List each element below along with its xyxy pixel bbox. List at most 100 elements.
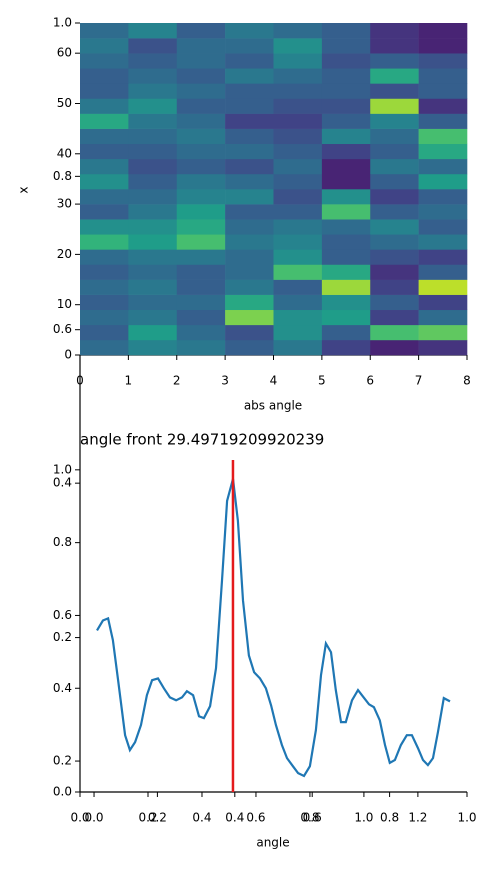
heatmap-cell	[321, 189, 371, 205]
heatmap-cell	[225, 204, 274, 220]
heatmap-cell	[128, 128, 178, 145]
heatmap-cell	[80, 53, 129, 69]
heatmap-cell	[80, 234, 129, 250]
heatmap-cell	[370, 339, 419, 356]
heatmap-cell	[225, 38, 274, 54]
x-tick-label: 0.6	[303, 811, 322, 825]
heatmap-cell	[321, 219, 371, 235]
heatmap-cell	[176, 38, 226, 54]
heatmap-cell	[176, 113, 226, 129]
heatmap-cell	[176, 309, 226, 326]
heatmap-cell	[418, 294, 468, 311]
y-tick-label: 0.4	[53, 476, 72, 490]
y-tick-label: 0.6	[53, 608, 72, 622]
heatmap-cell	[176, 294, 226, 311]
heatmap-cell	[370, 249, 419, 265]
heatmap-cell	[225, 234, 274, 250]
x-tick-label: 0.6	[246, 811, 265, 825]
heatmap-cell	[225, 324, 274, 341]
heatmap-cell	[176, 189, 226, 205]
heatmap-cell	[370, 158, 419, 175]
heatmap-cell	[80, 128, 129, 145]
x-tick-label: 0.4	[225, 811, 244, 825]
heatmap-cell	[128, 98, 178, 114]
heatmap-cell	[128, 83, 178, 99]
heatmap-cell	[80, 324, 129, 341]
x-tick-label: 2	[173, 374, 181, 388]
y-tick-label: 40	[57, 146, 72, 160]
heatmap-cell	[370, 38, 419, 54]
heatmap-cell	[176, 23, 226, 39]
heatmap-cell	[176, 279, 226, 295]
y-tick-label: 0.0	[53, 785, 72, 799]
heatmap-cell	[273, 113, 323, 129]
heatmap-cell	[321, 68, 371, 84]
heatmap-cell	[321, 158, 371, 175]
heatmap-cell	[370, 98, 419, 114]
heatmap-cell	[128, 204, 178, 220]
heatmap-cell	[418, 204, 468, 220]
x-tick-label: 0.4	[192, 811, 211, 825]
heatmap-cell	[418, 309, 468, 326]
x-tick-label: 6	[366, 374, 374, 388]
x-tick-label: 7	[415, 374, 423, 388]
heatmap-cell	[225, 219, 274, 235]
heatmap-cell	[273, 294, 323, 311]
heatmap-cell	[321, 113, 371, 129]
heatmap-cell	[418, 173, 468, 190]
heatmap-cell	[418, 83, 468, 99]
heatmap-cell	[225, 23, 274, 39]
heatmap-cell	[273, 324, 323, 341]
x-tick-label: 0	[76, 374, 84, 388]
heatmap-cell	[273, 279, 323, 295]
heatmap-cell	[273, 53, 323, 69]
heatmap-cell	[273, 128, 323, 145]
y-tick-label: 30	[57, 197, 72, 211]
y-tick-label: 10	[57, 297, 72, 311]
heatmap-cell	[80, 219, 129, 235]
x-tick-label: 0.0	[84, 811, 103, 825]
heatmap-cell	[321, 249, 371, 265]
heatmap-cell	[225, 98, 274, 114]
y-tick-label: 0.4	[53, 681, 72, 695]
heatmap-cell	[273, 68, 323, 84]
heatmap-cell	[225, 68, 274, 84]
heatmap-cell	[370, 68, 419, 84]
y-tick-label: 1.0	[53, 16, 72, 30]
heatmap-cell	[273, 204, 323, 220]
heatmap-cell	[273, 143, 323, 160]
heatmap-cell	[176, 53, 226, 69]
heatmap-cell	[128, 339, 178, 356]
heatmap-cell	[128, 53, 178, 69]
heatmap-cell	[128, 324, 178, 341]
x-axis-label: abs angle	[244, 399, 302, 413]
heatmap-cell	[273, 339, 323, 356]
heatmap-cell	[370, 204, 419, 220]
heatmap-cell	[418, 234, 468, 250]
heatmap-cell	[80, 158, 129, 175]
heatmap-cell	[321, 23, 371, 39]
heatmap-cell	[418, 143, 468, 160]
heatmap-cell	[225, 309, 274, 326]
x-tick-label: 1	[125, 374, 133, 388]
heatmap-cell	[128, 113, 178, 129]
x-tick-label: 5	[318, 374, 326, 388]
x-tick-label: 0.2	[138, 811, 157, 825]
x-tick-label: 0.0	[70, 811, 89, 825]
heatmap-cell	[273, 173, 323, 190]
heatmap-cell	[128, 309, 178, 326]
heatmap-cell	[80, 113, 129, 129]
heatmap-cell	[370, 294, 419, 311]
y-tick-label: 0.8	[53, 535, 72, 549]
y-tick-label: 20	[57, 247, 72, 261]
heatmap-cell	[321, 98, 371, 114]
x-tick-label: 8	[463, 374, 471, 388]
heatmap-cell	[418, 128, 468, 145]
heatmap-cell	[176, 98, 226, 114]
heatmap-cell	[370, 264, 419, 280]
heatmap-cell	[128, 279, 178, 295]
heatmap-cell	[321, 279, 371, 295]
heatmap-cell	[273, 234, 323, 250]
heatmap-cell	[176, 204, 226, 220]
